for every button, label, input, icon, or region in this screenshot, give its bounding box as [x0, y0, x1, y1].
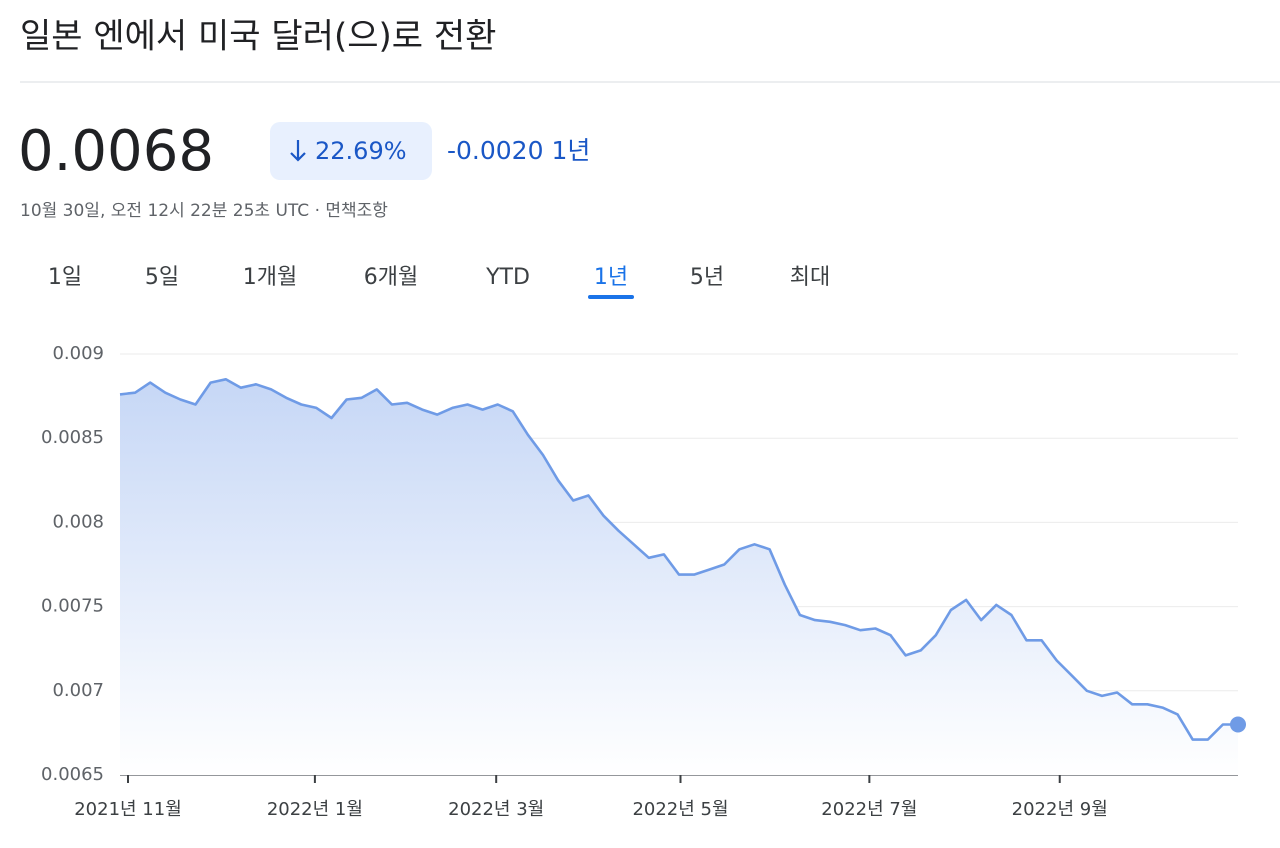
tab[interactable]: 5년 [690, 265, 724, 290]
tab[interactable]: 6개월 [364, 265, 418, 290]
y-tick-label: 0.0065 [41, 764, 104, 785]
change-abs: -0.0020 1년 [447, 136, 590, 165]
x-tick-label: 2022년 1월 [267, 799, 363, 820]
x-tick-label: 2022년 3월 [448, 799, 544, 820]
tab[interactable]: 1일 [48, 265, 82, 290]
tab[interactable]: 1개월 [243, 265, 297, 290]
tab[interactable]: 1년 [594, 265, 628, 290]
y-tick-label: 0.0085 [41, 427, 104, 448]
change-percent: 22.69% [315, 137, 407, 165]
price-line [119, 378, 1238, 741]
x-tick-label: 2021년 11월 [74, 799, 182, 820]
x-tick-label: 2022년 7월 [821, 799, 917, 820]
price: 0.0068 [18, 119, 214, 184]
tab-underline [588, 295, 634, 299]
area [120, 379, 1238, 775]
tab[interactable]: 최대 [790, 265, 830, 290]
change-badge [270, 122, 432, 180]
y-tick-label: 0.008 [52, 511, 104, 532]
y-tick-label: 0.009 [52, 343, 104, 364]
last-point [1230, 716, 1246, 733]
tab[interactable]: YTD [485, 265, 530, 290]
y-tick-label: 0.0075 [41, 596, 104, 617]
down-arrow [290, 140, 306, 162]
title: 일본 엔에서 미국 달러(으)로 전환 [20, 17, 496, 57]
x-tick-label: 2022년 9월 [1012, 799, 1108, 820]
x-tick-label: 2022년 5월 [632, 799, 728, 820]
timestamp: 10월 30일, 오전 12시 22분 25초 UTC · 면책조항 [20, 201, 388, 221]
tab[interactable]: 5일 [145, 265, 179, 290]
y-tick-label: 0.007 [52, 680, 104, 701]
